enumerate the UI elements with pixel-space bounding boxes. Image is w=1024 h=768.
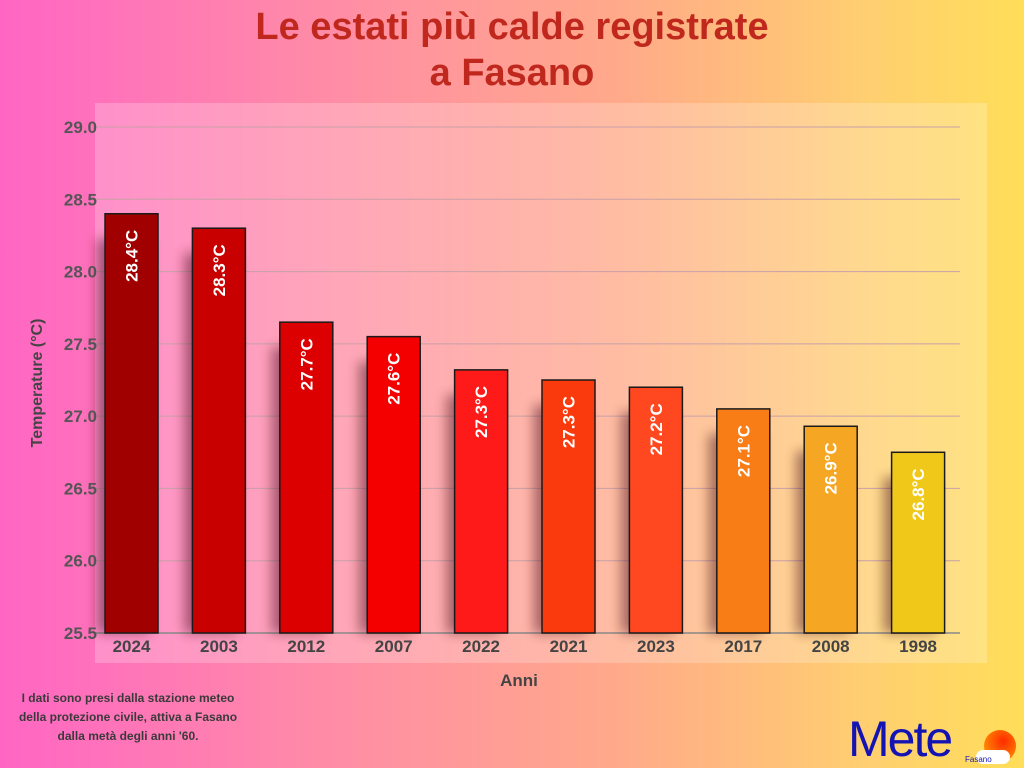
y-tick-label: 29.0 — [64, 118, 97, 137]
chart-title: Le estati più calde registrate a Fasano — [0, 4, 1024, 96]
data-label: 28.4°C — [123, 230, 142, 282]
data-label: 27.3°C — [560, 396, 579, 448]
bar-2017[interactable] — [716, 408, 771, 634]
y-tick-label: 27.0 — [64, 407, 97, 426]
title-line-1: Le estati più calde registrate — [255, 6, 769, 48]
data-label: 28.3°C — [210, 244, 229, 296]
y-tick-label: 26.5 — [64, 479, 97, 498]
note-line-2: della protezione civile, attiva a Fasano — [18, 710, 238, 724]
x-tick-label: 2008 — [812, 637, 850, 656]
logo-sub: Fasano — [965, 755, 992, 764]
bar-2012[interactable] — [279, 321, 334, 634]
meteo-fasano-logo: Mete Fasano — [848, 711, 1024, 768]
x-tick-label: 2007 — [375, 637, 413, 656]
bar-2023[interactable] — [628, 386, 684, 634]
x-tick-label: 1998 — [899, 637, 937, 656]
y-tick-label: 25.5 — [64, 624, 97, 643]
logo-word: Mete — [848, 711, 953, 767]
bar-2022[interactable] — [453, 369, 509, 634]
data-label: 27.6°C — [385, 353, 404, 405]
bar-1998[interactable] — [890, 451, 946, 634]
data-label: 27.7°C — [297, 338, 316, 390]
x-tick-label: 2021 — [550, 637, 588, 656]
bar-2007[interactable] — [366, 335, 421, 634]
bar-2021[interactable] — [541, 379, 596, 634]
bar-2008[interactable] — [803, 425, 858, 634]
x-tick-label: 2022 — [462, 637, 500, 656]
bar-2003[interactable] — [191, 227, 247, 634]
source-note: I dati sono presi dalla stazione meteo d… — [0, 689, 256, 746]
y-tick-label: 26.0 — [64, 552, 97, 571]
note-line-1: I dati sono presi dalla stazione meteo — [21, 691, 235, 705]
x-axis-label: Anni — [500, 671, 538, 690]
y-tick-label: 28.0 — [64, 263, 97, 282]
y-tick-label: 28.5 — [64, 190, 97, 209]
x-tick-label: 2023 — [637, 637, 675, 656]
x-tick-label: 2012 — [287, 637, 325, 656]
data-label: 27.2°C — [647, 403, 666, 455]
data-label: 27.1°C — [734, 425, 753, 477]
data-label: 27.3°C — [472, 386, 491, 438]
cloud-icon — [976, 750, 1010, 764]
title-line-2: a Fasano — [429, 52, 595, 94]
x-tick-label: 2003 — [200, 637, 238, 656]
x-tick-label: 2024 — [113, 637, 151, 656]
note-line-3: dalla metà degli anni '60. — [57, 729, 199, 743]
y-tick-label: 27.5 — [64, 335, 97, 354]
y-axis-label: Temperature (°C) — [29, 319, 46, 448]
bar-2024[interactable] — [104, 212, 159, 634]
data-label: 26.8°C — [909, 468, 928, 520]
x-tick-label: 2017 — [724, 637, 762, 656]
data-label: 26.9°C — [822, 442, 841, 494]
